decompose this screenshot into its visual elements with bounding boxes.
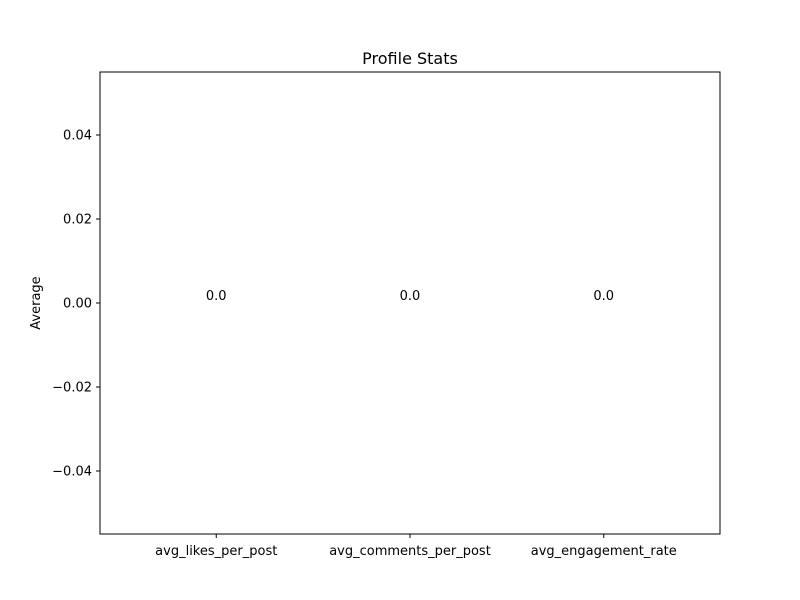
y-tick-label: 0.02	[63, 213, 92, 228]
y-tick-label: −0.02	[52, 381, 92, 396]
bar-value-label: 0.0	[206, 289, 227, 304]
x-tick-label: avg_comments_per_post	[329, 544, 491, 559]
bar-value-label: 0.0	[400, 289, 421, 304]
y-axis-label: Average	[29, 276, 44, 329]
y-tick-label: 0.00	[63, 297, 92, 312]
bar-value-label: 0.0	[593, 289, 614, 304]
plot-layer: −0.04 −0.02 0.00 0.02 0.04 avg_likes_per_post…	[52, 129, 677, 560]
y-tick-label: 0.04	[63, 129, 92, 144]
x-tick-label: avg_engagement_rate	[531, 544, 677, 559]
plot-area-frame	[99, 71, 721, 535]
chart-title: Profile Stats	[362, 49, 458, 68]
x-tick-label: avg_likes_per_post	[155, 544, 277, 559]
y-tick-label: −0.04	[52, 465, 92, 480]
